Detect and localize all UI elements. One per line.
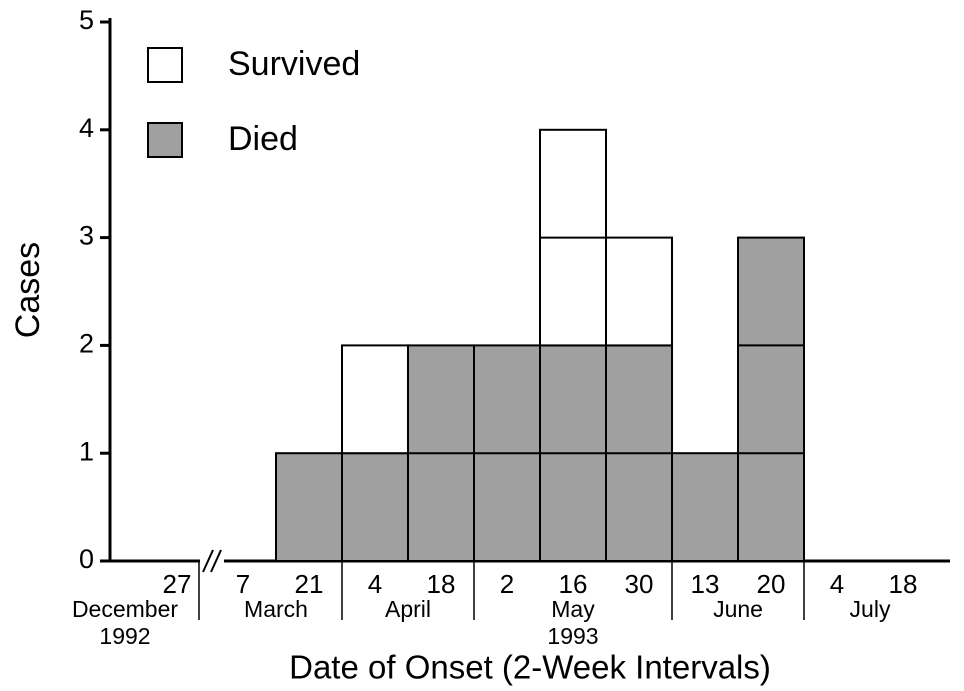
bar-segment [605, 236, 673, 347]
axis-break [202, 549, 214, 573]
y-tick-label: 0 [79, 544, 94, 574]
bar-segment [341, 344, 409, 455]
bar-segment [671, 452, 739, 563]
legend-swatch [147, 122, 183, 158]
month-label: December [72, 596, 178, 622]
x-axis-label: Date of Onset (2-Week Intervals) [289, 649, 771, 686]
y-tick-label: 3 [79, 221, 94, 251]
x-tick-label: 4 [368, 569, 382, 599]
x-tick-label: 18 [889, 569, 918, 599]
x-tick-label: 7 [236, 569, 250, 599]
month-label: March [244, 596, 308, 622]
legend-swatch [147, 47, 183, 83]
x-tick-label: 2 [500, 569, 514, 599]
month-label: July [850, 596, 891, 622]
legend-label: Survived [228, 45, 360, 83]
x-tick-label: 21 [295, 569, 324, 599]
axis-break-gap [200, 552, 224, 570]
year-label: 1992 [99, 623, 150, 649]
y-axis-label: Cases [9, 242, 47, 338]
month-label: April [385, 596, 431, 622]
axis-break [210, 549, 222, 573]
bar-segment [275, 452, 343, 563]
x-tick-label: 4 [830, 569, 844, 599]
y-tick-label: 5 [79, 5, 94, 35]
x-tick-label: 16 [559, 569, 588, 599]
year-label: 1993 [547, 623, 598, 649]
x-tick-label: 27 [163, 569, 192, 599]
y-tick-label: 1 [79, 436, 94, 466]
legend-label: Died [228, 120, 298, 158]
bar-segment [737, 236, 805, 562]
y-tick-label: 2 [79, 329, 94, 359]
x-tick-label: 30 [625, 569, 654, 599]
x-tick-label: 18 [427, 569, 456, 599]
x-tick-label: 13 [691, 569, 720, 599]
y-tick-label: 4 [79, 113, 94, 143]
month-label: May [551, 596, 595, 622]
month-label: June [713, 596, 763, 622]
bar-segment [341, 452, 409, 563]
x-tick-label: 20 [757, 569, 786, 599]
